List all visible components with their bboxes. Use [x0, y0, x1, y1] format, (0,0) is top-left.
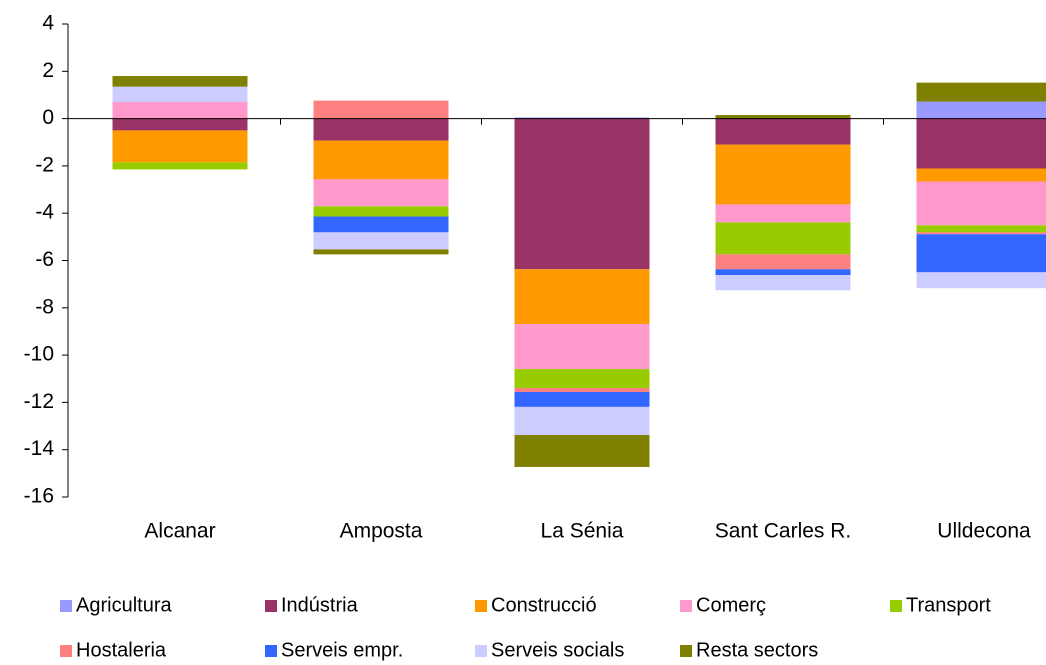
x-tick-label: Sant Carles R. [715, 520, 852, 543]
bar-segment [916, 181, 1046, 226]
legend-label: Comerç [696, 594, 766, 616]
bar-segment [313, 100, 449, 119]
bar-segment [313, 232, 449, 250]
bar-segment [112, 86, 248, 103]
y-tick-label: -10 [24, 343, 54, 366]
bar-segment [916, 225, 1046, 233]
legend-label: Hostaleria [76, 639, 167, 661]
bar-segment [916, 101, 1046, 119]
legend-swatch [475, 600, 487, 612]
bar-segment [112, 130, 248, 163]
bar-segment [916, 118, 1046, 169]
bar-segment [313, 216, 449, 233]
bar-segment [112, 76, 248, 87]
legend-swatch [60, 600, 72, 612]
legend-swatch [890, 600, 902, 612]
bar-segment [715, 254, 851, 270]
bar-segment [715, 275, 851, 291]
bar-segment [715, 144, 851, 205]
legend-swatch [265, 645, 277, 657]
bar-segment [514, 435, 650, 467]
y-tick-label: -8 [35, 295, 54, 318]
bar-segment [313, 118, 449, 141]
x-tick-label: Alcanar [144, 520, 215, 543]
bar-segment [715, 115, 851, 119]
bar-segment [514, 391, 650, 407]
bar-segment [313, 140, 449, 180]
y-tick-label: 4 [42, 12, 54, 35]
legend-swatch [60, 645, 72, 657]
legend-swatch [475, 645, 487, 657]
bar-segment [514, 324, 650, 370]
bar-segment [916, 232, 1046, 235]
bar-segment [715, 269, 851, 276]
y-tick-label: -6 [35, 248, 54, 271]
bar-segment [112, 118, 248, 131]
bar-segment [715, 222, 851, 255]
y-tick-label: -16 [24, 485, 54, 508]
x-tick-label: La Sénia [541, 520, 624, 543]
legend-swatch [680, 600, 692, 612]
bar-segment [514, 269, 650, 325]
legend-label: Indústria [281, 594, 359, 616]
bar-segment [514, 369, 650, 388]
bar-segment [715, 118, 851, 145]
bar-segment [112, 162, 248, 170]
bar-segment [514, 117, 650, 119]
bar-segment [313, 206, 449, 217]
y-tick-label: -12 [24, 390, 54, 413]
legend-swatch [680, 645, 692, 657]
bar-segment [514, 406, 650, 436]
bar-segment [112, 102, 248, 119]
legend-label: Serveis socials [491, 639, 624, 661]
bar-segment [313, 179, 449, 207]
legend-label: Construcció [491, 594, 597, 616]
legend-swatch [265, 600, 277, 612]
legend-label: Resta sectors [696, 639, 818, 661]
y-tick-label: 2 [42, 59, 54, 82]
bar-segment [916, 272, 1046, 289]
y-tick-label: -2 [35, 153, 54, 176]
legend-label: Agricultura [76, 594, 172, 616]
y-tick-label: -14 [24, 437, 55, 460]
bar-segment [916, 82, 1046, 102]
bar-segment [916, 234, 1046, 273]
y-tick-label: -4 [35, 201, 54, 224]
bar-segment [514, 118, 650, 270]
bar-segment [313, 249, 449, 255]
legend-label: Serveis empr. [281, 639, 403, 661]
x-tick-label: Ulldecona [937, 520, 1031, 543]
bar-segment [514, 387, 650, 392]
bar-segment [916, 168, 1046, 182]
bar-segment [715, 204, 851, 223]
x-tick-label: Amposta [340, 520, 423, 543]
legend-label: Transport [906, 594, 991, 616]
y-tick-label: 0 [42, 106, 54, 129]
